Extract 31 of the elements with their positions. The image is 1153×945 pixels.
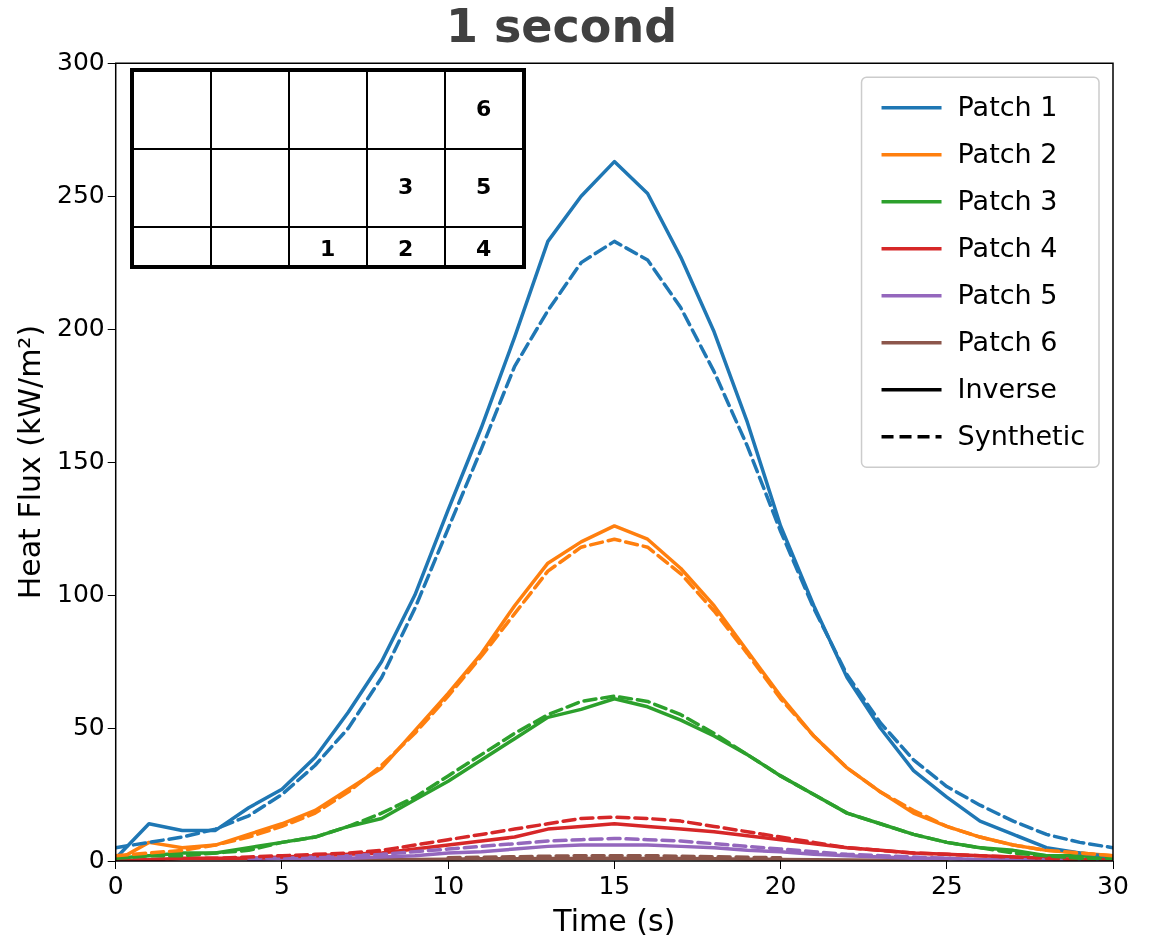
legend-label: Patch 3: [957, 184, 1058, 216]
legend-label: Synthetic: [957, 419, 1086, 451]
x-tick-label: 5: [273, 870, 290, 900]
annotation: 1: [288, 227, 367, 267]
legend-label: Inverse: [957, 372, 1057, 404]
y-tick-label: 250: [57, 179, 105, 209]
y-tick-label: 200: [57, 312, 105, 342]
y-tick-label: 50: [72, 711, 105, 741]
x-tick-label: 25: [930, 870, 963, 900]
legend-label: Patch 5: [957, 278, 1058, 310]
x-tick-label: 10: [432, 870, 465, 900]
annotation: 3: [366, 149, 445, 228]
annotation: 4: [444, 227, 523, 267]
x-tick-label: 0: [107, 870, 124, 900]
legend-label: Patch 4: [957, 231, 1058, 263]
x-tick-label: 20: [764, 870, 797, 900]
x-tick-label: 15: [598, 870, 631, 900]
y-tick-label: 300: [57, 46, 105, 76]
chart-title: 1 second: [445, 0, 678, 53]
legend-label: Patch 6: [957, 325, 1058, 357]
legend-label: Patch 1: [957, 90, 1058, 122]
annotation: 2: [366, 227, 445, 267]
y-axis-title: Heat Flux (kW/m²): [11, 324, 47, 600]
x-tick-label: 30: [1097, 870, 1129, 900]
y-tick-label: 100: [57, 578, 105, 608]
y-tick-label: 0: [88, 844, 105, 874]
legend-label: Patch 2: [957, 137, 1058, 169]
x-axis-title: Time (s): [552, 902, 676, 938]
y-tick-label: 150: [57, 445, 105, 475]
annotation: 6: [444, 71, 523, 150]
annotation: 5: [444, 149, 523, 228]
